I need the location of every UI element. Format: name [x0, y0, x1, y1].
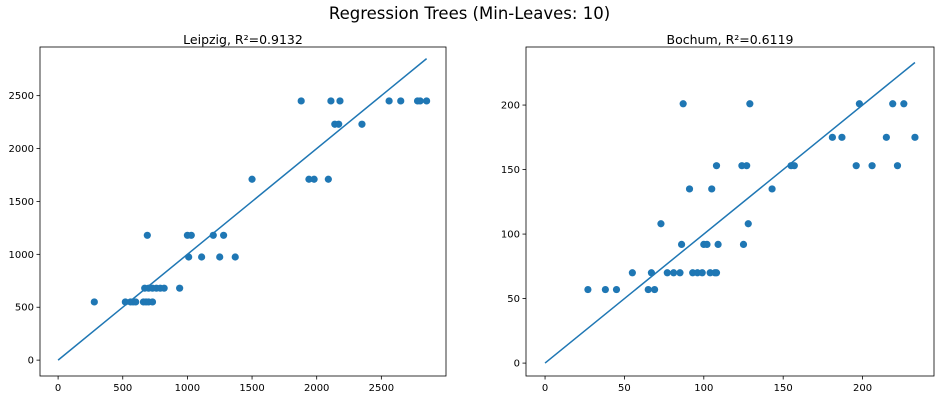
scatter-point	[397, 97, 405, 105]
x-tick-label: 100	[694, 383, 713, 394]
scatter-point	[143, 231, 151, 239]
scatter-point	[855, 100, 863, 108]
x-tick-label: 0	[542, 383, 548, 394]
y-tick-label: 2000	[9, 144, 34, 155]
scatter-point	[790, 162, 798, 170]
scatter-point	[708, 185, 716, 193]
fit-line	[544, 61, 916, 364]
scatter-point	[423, 97, 431, 105]
scatter-point	[900, 100, 908, 108]
chart-panel-bochum: 0 50 100 150 200 0 50 100 150 200	[501, 46, 935, 394]
scatter-point	[358, 120, 366, 128]
axes-frame	[525, 46, 935, 377]
scatter-point	[90, 298, 98, 306]
scatter-point	[743, 162, 751, 170]
scatter-point	[160, 284, 168, 292]
y-tick-label: 200	[501, 101, 520, 112]
scatter-point	[663, 269, 671, 277]
scatter-point	[148, 298, 157, 306]
x-tick-label: 1500	[239, 383, 264, 394]
scatter-point	[882, 133, 890, 141]
scatter-point	[176, 284, 184, 292]
scatter-point	[714, 240, 722, 248]
scatter-point	[324, 175, 332, 183]
x-tick-label: 200	[853, 383, 872, 394]
scatter-point	[676, 269, 684, 277]
scatter-point	[185, 253, 193, 261]
scatter-point	[612, 285, 621, 294]
scatter-point	[220, 231, 228, 239]
scatter-point	[297, 97, 305, 105]
y-tick-label: 150	[501, 165, 520, 176]
scatter-point	[248, 175, 256, 183]
scatter-point	[712, 162, 721, 170]
fit-line	[57, 58, 428, 361]
x-tick-label: 2000	[304, 383, 329, 394]
x-tick-label: 500	[113, 383, 132, 394]
x-tick-label: 0	[55, 383, 61, 394]
axes-frame	[39, 46, 447, 377]
scatter-point	[187, 231, 195, 239]
scatter-point	[385, 97, 393, 105]
scatter-point	[698, 269, 706, 277]
scatter-point	[685, 185, 694, 193]
scatter-point	[628, 269, 636, 277]
scatter-point	[828, 133, 836, 141]
x-tick-label: 50	[618, 383, 631, 394]
scatter-point	[336, 97, 344, 105]
scatter-point	[768, 185, 776, 193]
scatter-point	[584, 285, 592, 294]
scatter-point	[305, 175, 313, 183]
scatter-point	[335, 120, 343, 128]
scatter-point	[852, 162, 860, 170]
scatter-point	[744, 220, 752, 228]
scatter-point	[209, 231, 217, 239]
scatter-point	[679, 100, 687, 108]
figure-suptitle: Regression Trees (Min-Leaves: 10)	[328, 4, 611, 23]
scatter-point	[310, 175, 318, 183]
y-tick-label: 1000	[9, 250, 34, 261]
y-tick-label: 0	[28, 356, 34, 367]
scatter-point	[416, 97, 424, 105]
scatter-point	[121, 298, 129, 306]
scatter-point	[647, 269, 656, 277]
scatter-point	[703, 240, 711, 248]
scatter-point	[893, 162, 902, 170]
x-tick-label: 2500	[369, 383, 394, 394]
scatter-point	[911, 133, 919, 141]
scatter-point	[677, 240, 686, 248]
chart-panel-leipzig: 0 500 1000 1500 2000 2500 0 500 1000 1500 2000 2500	[9, 46, 447, 394]
scatter-point	[868, 162, 876, 170]
scatter-point	[739, 240, 748, 248]
x-tick-label: 150	[774, 383, 793, 394]
y-tick-label: 50	[507, 294, 520, 305]
panel-title-leipzig: Leipzig, R²=0.9132	[183, 32, 303, 47]
scatter-point	[889, 100, 897, 108]
scatter-point	[132, 298, 140, 306]
scatter-point	[712, 269, 721, 277]
y-tick-label: 500	[15, 303, 34, 314]
y-tick-label: 100	[501, 230, 520, 241]
panel-title-bochum: Bochum, R²=0.6119	[666, 32, 794, 47]
scatter-point	[231, 253, 239, 261]
scatter-point	[198, 253, 206, 261]
y-tick-label: 1500	[9, 197, 34, 208]
scatter-point	[216, 253, 224, 261]
scatter-point	[670, 269, 678, 277]
scatter-point	[657, 220, 665, 228]
scatter-point	[644, 285, 652, 294]
scatter-point	[838, 133, 846, 141]
scatter-point	[746, 100, 754, 108]
y-tick-label: 0	[514, 359, 520, 370]
x-tick-label: 1000	[175, 383, 200, 394]
scatter-point	[327, 97, 335, 105]
scatter-point	[601, 285, 609, 294]
y-tick-label: 2500	[9, 91, 34, 102]
scatter-point	[650, 285, 659, 294]
